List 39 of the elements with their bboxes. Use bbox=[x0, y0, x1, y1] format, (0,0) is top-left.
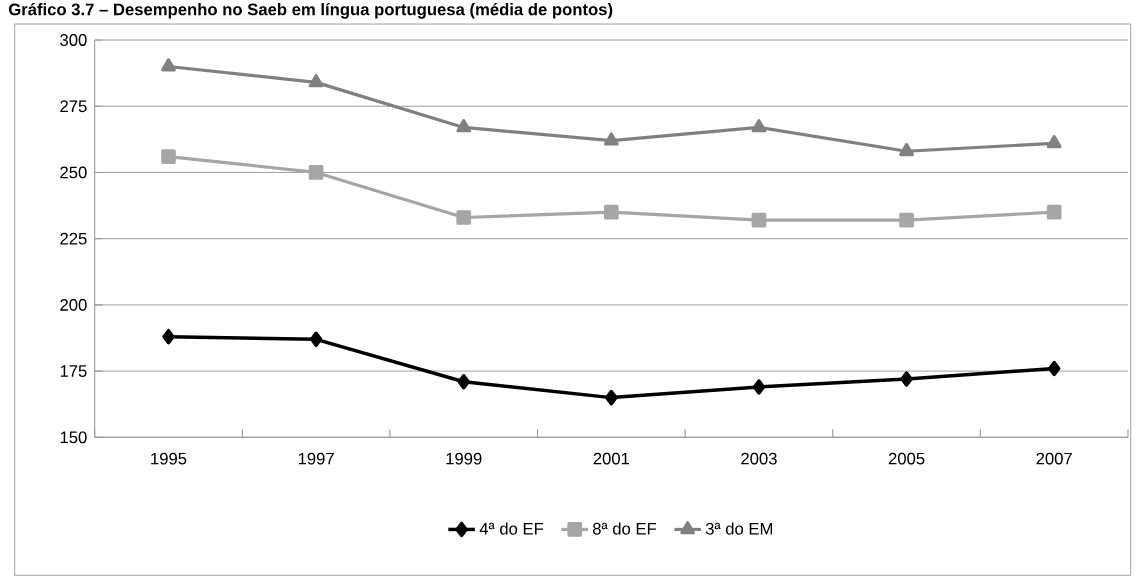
point bbox=[899, 142, 914, 157]
point bbox=[899, 212, 914, 228]
point bbox=[456, 210, 472, 225]
x-tick-label: 2007 bbox=[1036, 452, 1072, 465]
point bbox=[456, 119, 472, 133]
y-tick-label: 175 bbox=[60, 365, 87, 377]
x-tick-label: 1995 bbox=[151, 452, 187, 465]
legend-label: 3ª do EM bbox=[705, 522, 773, 535]
point bbox=[900, 371, 913, 387]
y-tick-label: 250 bbox=[60, 166, 87, 179]
point bbox=[308, 165, 324, 180]
point bbox=[751, 212, 767, 228]
point bbox=[751, 119, 767, 133]
point bbox=[603, 132, 619, 146]
y-tick-label: 275 bbox=[60, 100, 87, 113]
point bbox=[604, 204, 619, 220]
legend-label: 8ª do EF bbox=[592, 522, 657, 535]
y-tick-label: 300 bbox=[60, 34, 87, 46]
x-tick-label: 1997 bbox=[298, 452, 334, 465]
y-tick-label: 150 bbox=[60, 431, 87, 444]
legend-label: 4ª do EF bbox=[479, 522, 544, 535]
y-tick-label: 200 bbox=[60, 299, 87, 311]
point bbox=[605, 389, 618, 406]
chart-title: Gráfico 3.7 – Desempenho no Saeb em língua portuguesa (média de pontos) bbox=[8, 2, 613, 19]
x-tick-label: 2005 bbox=[888, 452, 925, 465]
point bbox=[308, 74, 324, 88]
point bbox=[161, 58, 176, 72]
point bbox=[162, 328, 175, 345]
point bbox=[752, 379, 766, 395]
point bbox=[161, 149, 176, 164]
x-tick-label: 1999 bbox=[446, 452, 482, 465]
point bbox=[1046, 135, 1062, 149]
point bbox=[457, 373, 470, 390]
point bbox=[1047, 360, 1061, 377]
point bbox=[1046, 204, 1062, 220]
point bbox=[309, 331, 323, 348]
x-tick-label: 2001 bbox=[593, 452, 630, 465]
x-tick-label: 2003 bbox=[741, 452, 777, 465]
y-tick-label: 225 bbox=[60, 232, 87, 245]
